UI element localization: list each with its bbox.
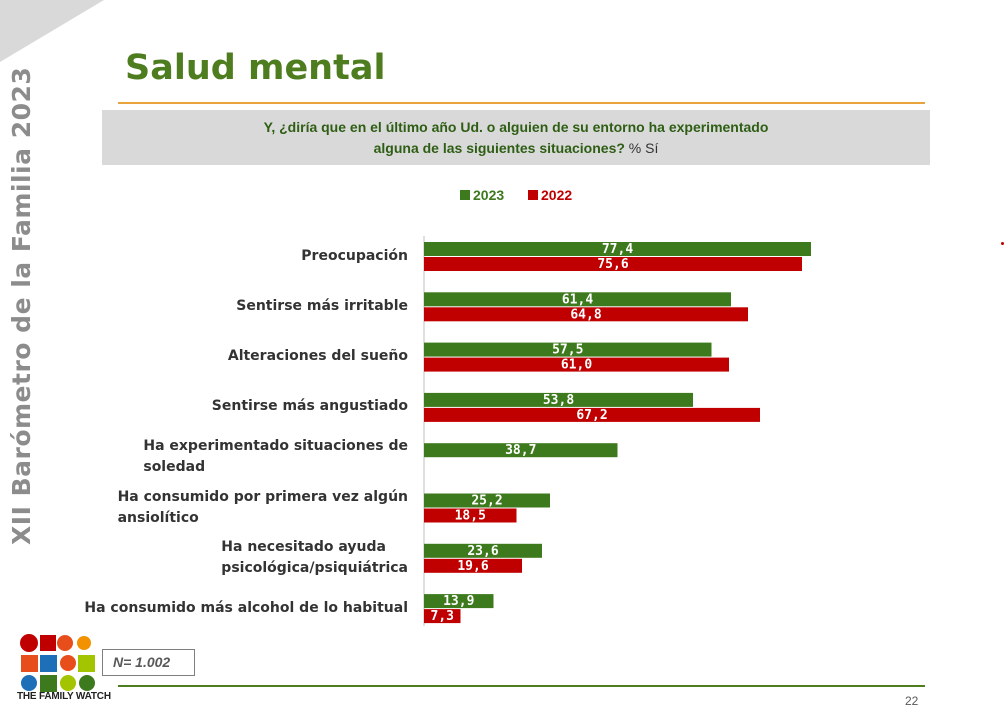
- data-label-2022-1: 64,8: [570, 307, 601, 322]
- bar-2023-4: [424, 443, 618, 458]
- category-label-line: Ha experimentado situaciones de: [143, 438, 408, 455]
- category-label: Preocupación: [301, 247, 408, 264]
- bar-2022-1: [424, 307, 748, 322]
- data-label-2023-0: 77,4: [602, 242, 633, 257]
- data-label-2022-2: 61,0: [561, 358, 592, 373]
- bar-2022-0: [424, 257, 802, 271]
- bar-2022-3: [424, 407, 760, 422]
- bar-2023-6: [424, 543, 542, 558]
- data-label-2022-6: 19,6: [457, 559, 488, 574]
- data-label-2023-1: 61,4: [562, 292, 593, 307]
- bar-2022-5: [424, 508, 517, 523]
- sample-size-box: N= 1.002: [102, 649, 195, 676]
- bar-2022-7: [424, 609, 461, 624]
- category-label: Sentirse más irritable: [236, 297, 408, 314]
- page-title: Salud mental: [125, 48, 386, 88]
- data-label-2022-7: 7,3: [431, 609, 454, 624]
- family-watch-logo: [20, 634, 95, 692]
- data-label-2023-6: 23,6: [467, 544, 498, 559]
- data-label-2023-5: 25,2: [471, 494, 502, 509]
- bar-2023-0: [424, 242, 811, 256]
- data-label-2023-7: 13,9: [443, 594, 474, 609]
- category-label: Ha experimentado situaciones de soledad: [143, 436, 408, 478]
- bar-2022-6: [424, 558, 522, 573]
- question-suffix: % Sí: [624, 139, 659, 156]
- question-box: Y, ¿diría que en el último año Ud. o alg…: [102, 110, 930, 165]
- legend-swatch-2022: [528, 190, 538, 200]
- category-label: Ha consumido por primera vez algún ansiol…: [118, 487, 408, 529]
- footer-divider: [118, 685, 925, 687]
- bar-2023-1: [424, 292, 731, 307]
- bar-2023-7: [424, 594, 494, 609]
- category-label: Sentirse más angustiado: [211, 398, 408, 415]
- category-label-line: Ha consumido por primera vez algún: [117, 488, 408, 505]
- category-label: Ha necesitado ayuda psicológica/psiquiátr…: [221, 537, 408, 579]
- category-label-line: soledad: [143, 459, 206, 476]
- stray-dot: [1001, 242, 1004, 245]
- legend-swatch-2023: [460, 190, 470, 200]
- data-label-2022-5: 18,5: [455, 509, 486, 524]
- data-label-2023-2: 57,5: [552, 343, 583, 358]
- category-label-line: ansiolítico: [117, 509, 199, 526]
- bar-2023-2: [424, 342, 712, 357]
- data-label-2023-3: 53,8: [543, 393, 574, 408]
- data-label-2022-3: 67,2: [576, 408, 607, 423]
- data-label-2023-4: 38,7: [505, 443, 536, 458]
- question-line-1: Y, ¿diría que en el último año Ud. o alg…: [263, 118, 769, 135]
- corner-decoration: [0, 0, 104, 62]
- question-line-2-text: alguna de las siguientes situaciones?: [373, 139, 625, 156]
- category-label-line: psicológica/psiquiátrica: [221, 559, 408, 576]
- logo-text: THE FAMILY WATCH: [17, 691, 111, 702]
- legend-label-2023: 2023: [473, 187, 504, 203]
- data-label-2022-0: 75,6: [597, 257, 628, 272]
- title-divider: [118, 102, 925, 104]
- bar-2022-2: [424, 357, 729, 372]
- category-label: Alteraciones del sueño: [227, 348, 408, 365]
- legend-label-2022: 2022: [541, 187, 572, 203]
- page-number: 22: [905, 694, 919, 708]
- question-line-2: alguna de las siguientes situaciones? % …: [374, 138, 659, 159]
- category-label: Ha consumido más alcohol de lo habitual: [84, 599, 408, 616]
- category-label-line: Ha necesitado ayuda: [221, 538, 386, 555]
- bar-2023-3: [424, 392, 693, 407]
- bar-2023-5: [424, 493, 550, 508]
